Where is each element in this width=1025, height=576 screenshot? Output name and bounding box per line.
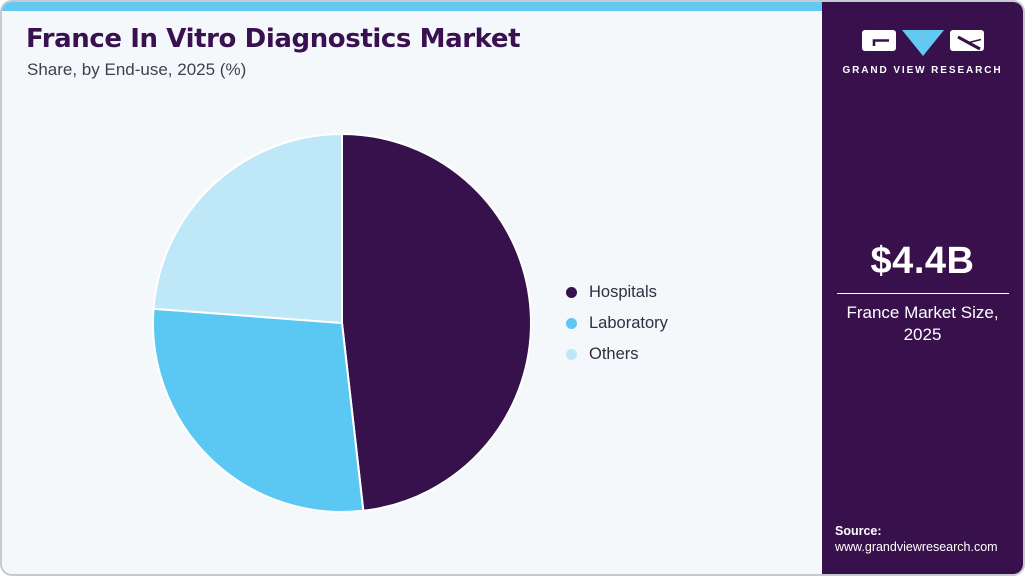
gvr-logo: GRAND VIEW RESEARCH (822, 30, 1023, 76)
legend-marker-others-icon (566, 349, 577, 360)
pie-slice-others (152, 133, 343, 324)
logo-g-icon (861, 30, 896, 51)
market-size-value: $4.4B (870, 240, 975, 282)
legend-item-laboratory: Laboratory (566, 313, 668, 334)
pie-slice-hospitals (341, 133, 532, 512)
legend-label-laboratory: Laboratory (589, 314, 668, 332)
logo-v-icon (901, 30, 944, 56)
sidebar: GRAND VIEW RESEARCH $4.4B France Market … (822, 2, 1023, 574)
chart-legend: Hospitals Laboratory Others (566, 282, 668, 365)
legend-marker-hospitals-icon (566, 287, 577, 298)
source-block: Source: www.grandviewresearch.com (835, 524, 1015, 554)
pie-chart (152, 133, 532, 513)
pie-slice-laboratory (152, 307, 365, 513)
legend-item-hospitals: Hospitals (566, 282, 668, 303)
legend-label-others: Others (589, 345, 639, 363)
page-title: France In Vitro Diagnostics Market (26, 24, 521, 54)
legend-label-hospitals: Hospitals (589, 283, 657, 301)
brand-name: GRAND VIEW RESEARCH (842, 65, 1003, 76)
legend-item-others: Others (566, 344, 668, 365)
gvr-logo-shapes (861, 30, 984, 57)
logo-r-icon (949, 30, 984, 51)
legend-marker-laboratory-icon (566, 318, 577, 329)
top-accent-bar (2, 2, 1023, 11)
chart-subtitle: Share, by End-use, 2025 (%) (27, 60, 247, 79)
market-size-divider (836, 293, 1009, 294)
market-size-label: France Market Size, 2025 (846, 303, 999, 344)
source-url: www.grandviewresearch.com (835, 540, 998, 554)
market-size-block: $4.4B France Market Size, 2025 (822, 240, 1023, 346)
source-label: Source: (835, 524, 882, 538)
